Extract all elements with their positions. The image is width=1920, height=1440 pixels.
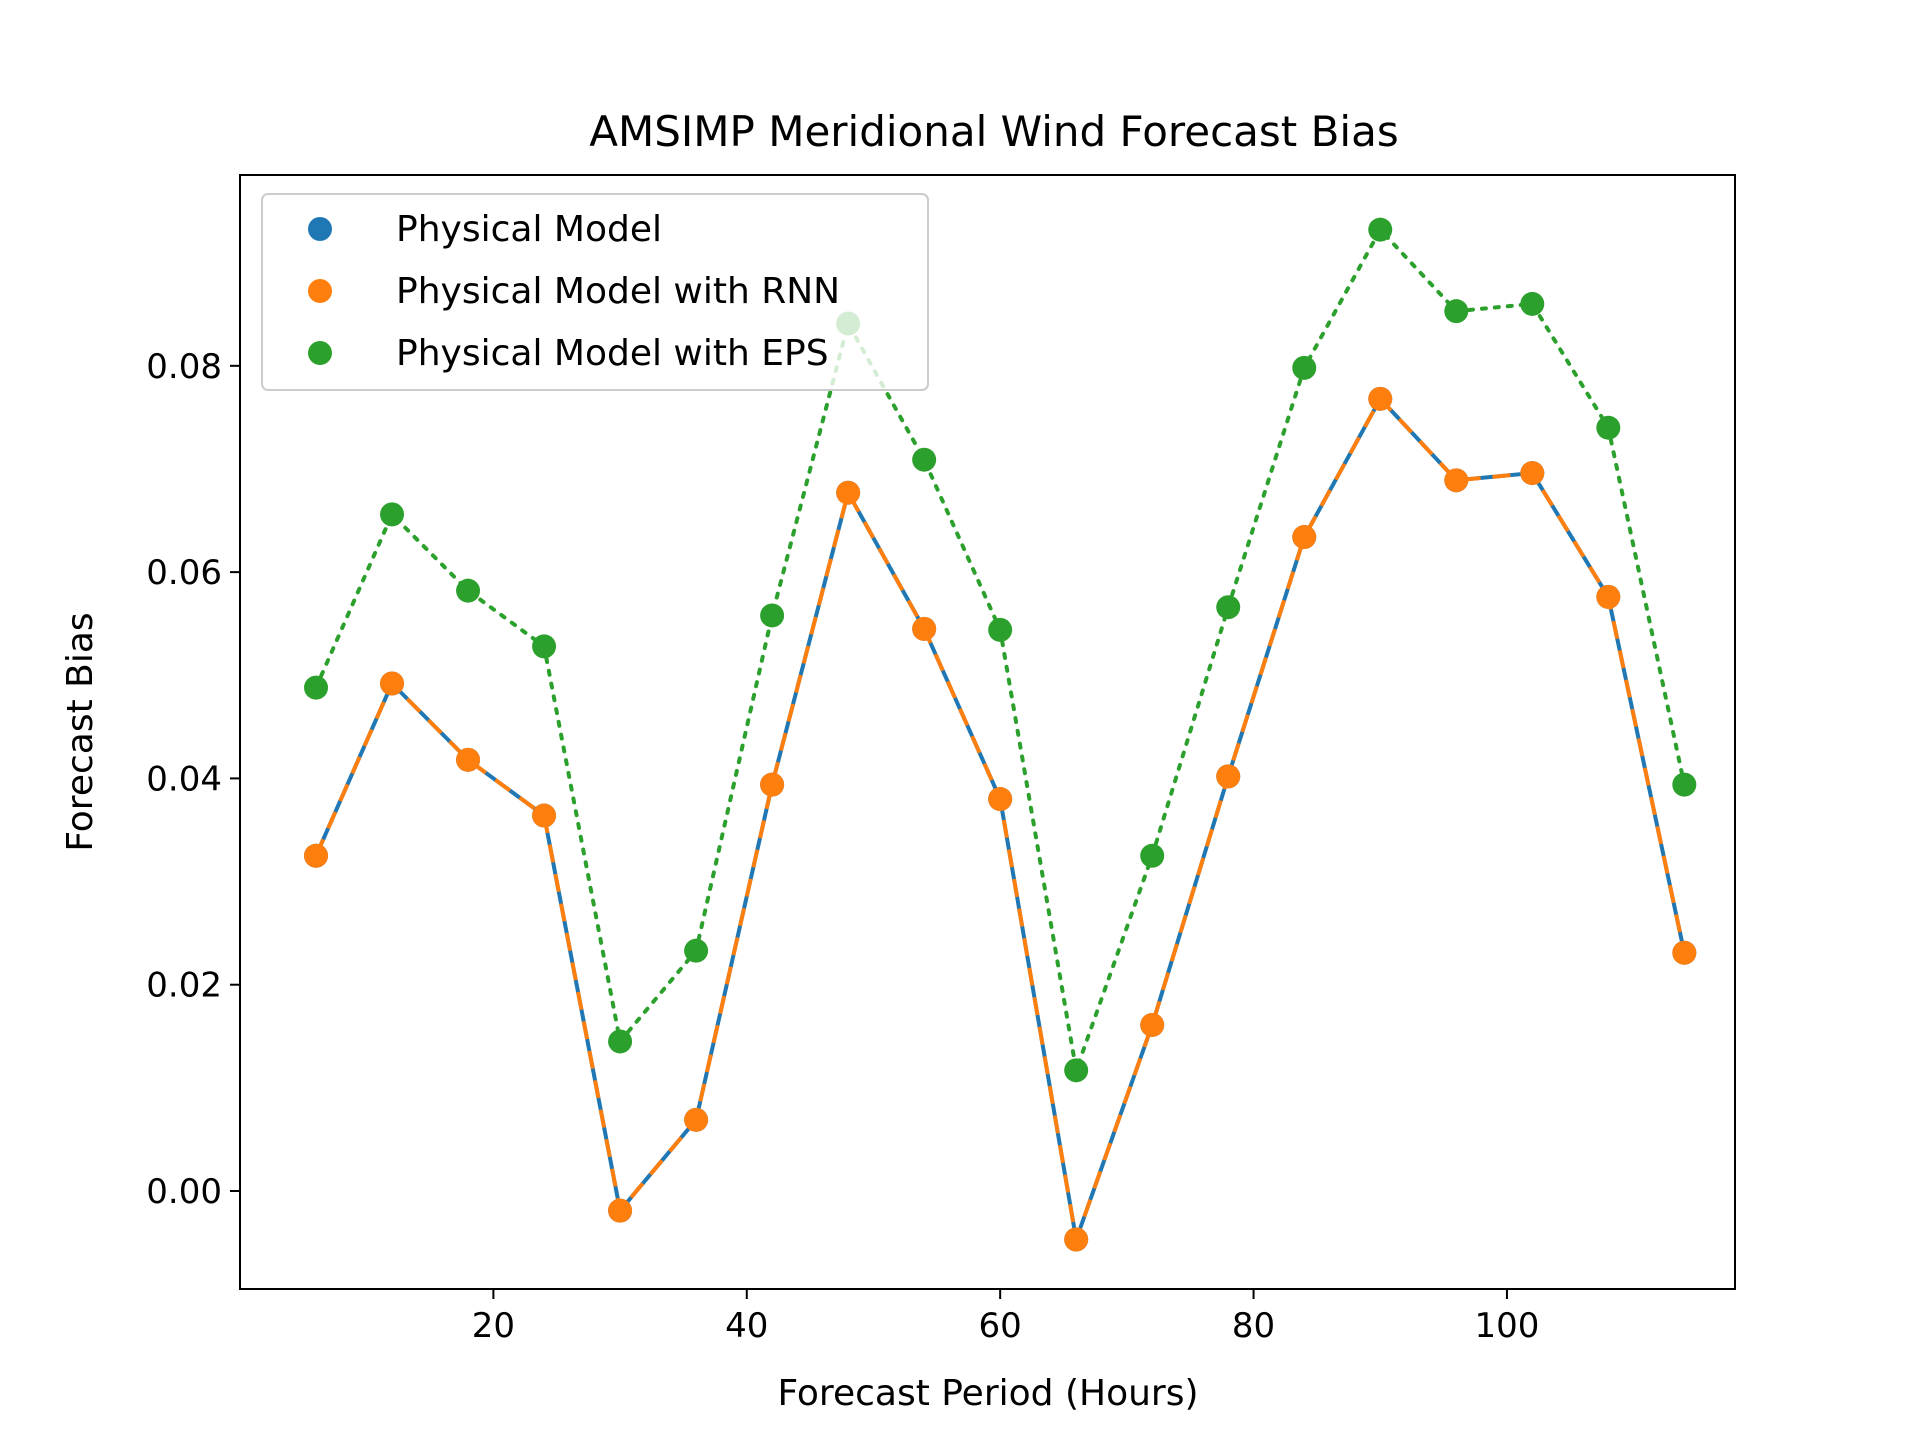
data-point-physical-model-with-rnn: [532, 803, 557, 828]
data-point-physical-model-with-eps: [456, 578, 481, 603]
data-point-physical-model-with-eps: [1140, 843, 1165, 868]
x-tick-label: 100: [1474, 1306, 1539, 1346]
legend: Physical Model Physical Model with RNN P…: [261, 193, 929, 391]
y-axis-label: Forecast Bias: [60, 612, 101, 851]
data-point-physical-model-with-eps: [532, 634, 557, 659]
data-point-physical-model-with-eps: [1216, 595, 1241, 620]
plot-frame: [239, 174, 1736, 1290]
data-point-physical-model-with-rnn: [1140, 1012, 1165, 1037]
y-tick-label: 0.08: [146, 347, 222, 387]
data-point-physical-model-with-rnn: [1064, 1227, 1089, 1252]
data-point-physical-model-with-eps: [988, 617, 1013, 642]
legend-label-physical-model: Physical Model: [396, 209, 662, 250]
data-point-physical-model-with-eps: [1444, 299, 1469, 324]
data-point-physical-model-with-rnn: [1368, 386, 1393, 411]
data-point-physical-model-with-rnn: [380, 671, 405, 696]
data-point-physical-model-with-eps: [1520, 291, 1545, 316]
data-point-physical-model-with-rnn: [760, 772, 785, 797]
data-point-physical-model-with-rnn: [1216, 764, 1241, 789]
data-point-physical-model-with-eps: [684, 938, 709, 963]
data-point-physical-model-with-eps: [608, 1029, 633, 1054]
y-tick-label: 0.06: [146, 553, 222, 593]
y-tick-label: 0.02: [146, 966, 222, 1006]
y-tick-label: 0.00: [146, 1172, 222, 1212]
x-tick-label: 40: [725, 1306, 768, 1346]
legend-marker-physical-model-with-eps: [308, 341, 332, 365]
x-tick-label: 80: [1232, 1306, 1275, 1346]
legend-label-physical-model-with-rnn: Physical Model with RNN: [396, 271, 840, 312]
chart-title: AMSIMP Meridional Wind Forecast Bias: [589, 107, 1398, 156]
legend-marker-physical-model-with-rnn: [308, 279, 332, 303]
data-point-physical-model-with-rnn: [912, 616, 937, 641]
legend-box: [261, 193, 929, 391]
y-axis: 0.00 0.02 0.04 0.06 0.08: [146, 347, 240, 1212]
data-point-physical-model-with-eps: [760, 603, 785, 628]
data-point-physical-model-with-eps: [1292, 355, 1317, 380]
x-tick-label: 20: [472, 1306, 515, 1346]
data-point-physical-model-with-rnn: [1672, 940, 1697, 965]
data-point-physical-model-with-rnn: [1444, 468, 1469, 493]
data-point-physical-model-with-rnn: [1520, 461, 1545, 486]
data-point-physical-model-with-eps: [1672, 772, 1697, 797]
data-point-physical-model-with-rnn: [836, 480, 861, 505]
data-point-physical-model-with-rnn: [1292, 525, 1317, 550]
x-tick-label: 60: [979, 1306, 1022, 1346]
data-point-physical-model-with-eps: [380, 502, 405, 527]
data-point-physical-model-with-rnn: [304, 843, 329, 868]
data-point-physical-model-with-eps: [1596, 415, 1621, 440]
x-axis-label: Forecast Period (Hours): [777, 1373, 1198, 1414]
y-tick-label: 0.04: [146, 759, 222, 799]
data-point-physical-model-with-eps: [304, 675, 329, 700]
x-axis: 20 40 60 80 100: [472, 1289, 1539, 1346]
data-point-physical-model-with-rnn: [608, 1198, 633, 1223]
data-point-physical-model-with-rnn: [1596, 584, 1621, 609]
data-point-physical-model-with-rnn: [988, 787, 1013, 812]
data-point-physical-model-with-eps: [1064, 1058, 1089, 1083]
data-point-physical-model-with-eps: [912, 447, 937, 472]
data-point-physical-model-with-rnn: [456, 747, 481, 772]
legend-label-physical-model-with-eps: Physical Model with EPS: [396, 333, 829, 374]
data-point-physical-model-with-rnn: [684, 1107, 709, 1132]
legend-marker-physical-model: [308, 217, 332, 241]
data-point-physical-model-with-eps: [1368, 217, 1393, 242]
series-layer: [304, 217, 1697, 1252]
